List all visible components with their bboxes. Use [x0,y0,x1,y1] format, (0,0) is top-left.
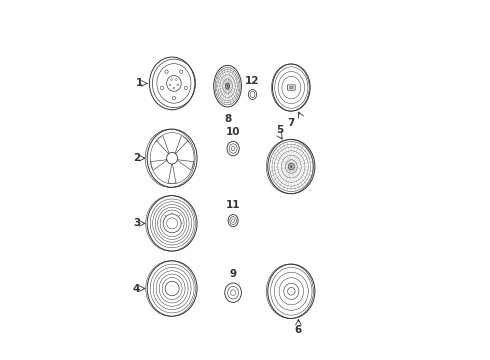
Text: 1: 1 [136,78,143,89]
Text: 6: 6 [295,325,302,334]
Text: 5: 5 [276,125,283,135]
Text: 9: 9 [229,269,237,279]
Text: 7: 7 [288,118,295,128]
Text: 12: 12 [245,76,260,86]
Text: 4: 4 [133,284,140,293]
Text: 3: 3 [133,219,140,228]
Text: 2: 2 [133,153,140,163]
Text: 10: 10 [226,127,241,138]
Text: 8: 8 [224,114,231,124]
Text: 11: 11 [226,201,241,210]
